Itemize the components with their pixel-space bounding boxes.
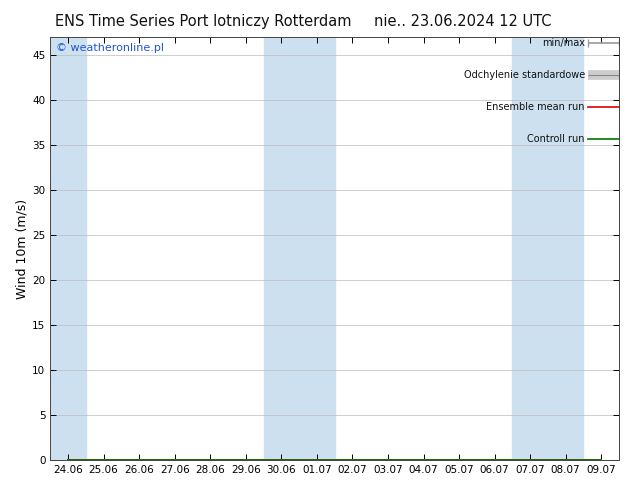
- Bar: [512, 37, 583, 460]
- Text: ENS Time Series Port lotniczy Rotterdam: ENS Time Series Port lotniczy Rotterdam: [55, 14, 351, 29]
- Text: Controll run: Controll run: [527, 134, 585, 144]
- Text: © weatheronline.pl: © weatheronline.pl: [56, 44, 164, 53]
- Y-axis label: Wind 10m (m/s): Wind 10m (m/s): [15, 198, 28, 299]
- Text: nie.. 23.06.2024 12 UTC: nie.. 23.06.2024 12 UTC: [374, 14, 552, 29]
- Bar: [264, 37, 335, 460]
- Text: min/max: min/max: [542, 38, 585, 49]
- Text: Ensemble mean run: Ensemble mean run: [486, 102, 585, 112]
- Text: Odchylenie standardowe: Odchylenie standardowe: [463, 70, 585, 80]
- Bar: [50, 37, 86, 460]
